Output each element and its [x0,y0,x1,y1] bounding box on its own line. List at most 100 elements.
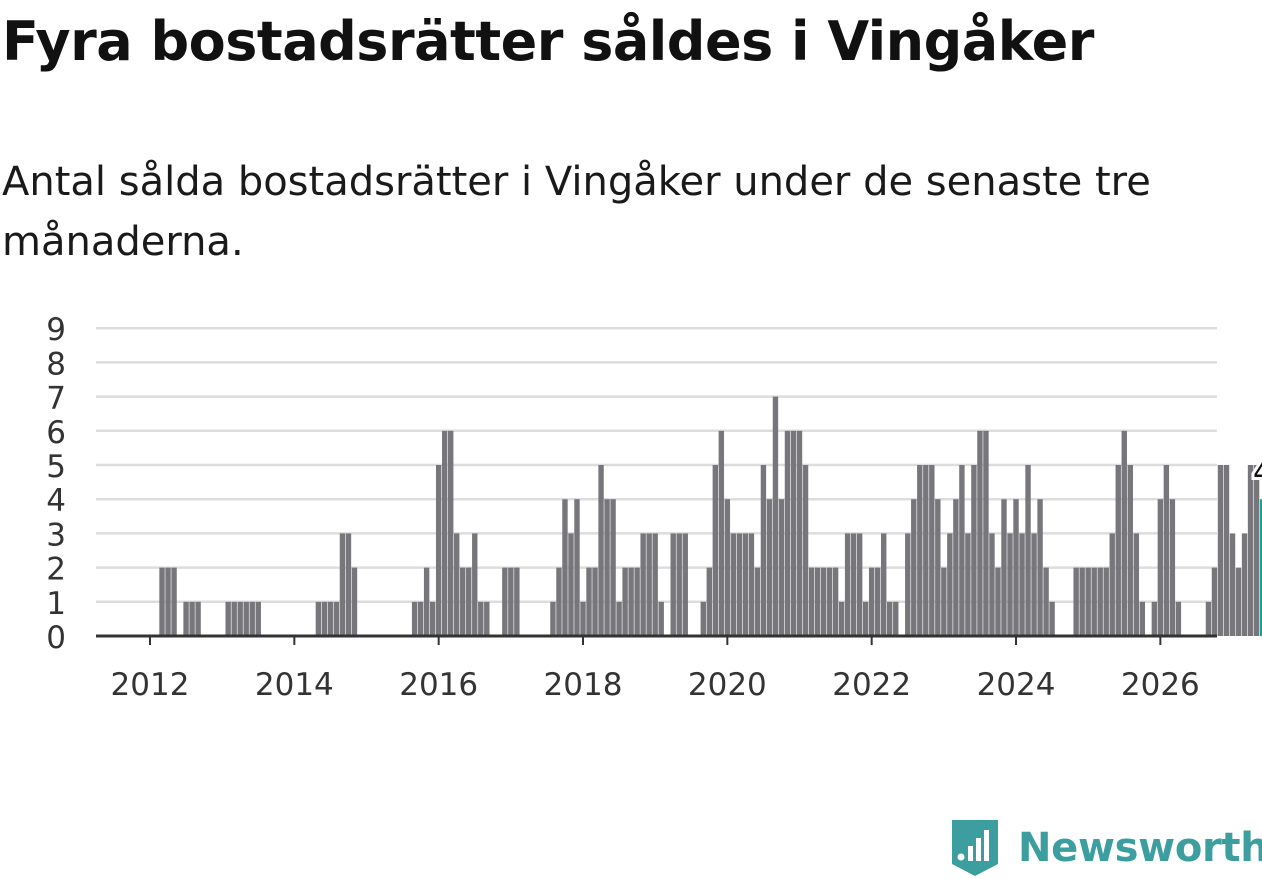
y-tick-label: 1 [46,586,66,622]
bar [1109,533,1115,636]
bar [1121,430,1127,636]
chart-title: Fyra bostadsrätter såldes i Vingåker [2,10,1094,73]
bar [586,567,592,636]
bar [1241,533,1248,636]
bar [977,430,983,636]
y-tick-label: 6 [46,415,66,451]
bar [923,465,929,636]
bar [345,533,352,636]
x-tick-label: 2016 [399,667,478,703]
bar [562,499,568,636]
bar [574,499,580,636]
gridlines [96,326,1217,604]
x-axis-ticks: 2012 2014 2016 2018 2020 2022 2024 2026 [111,636,1200,703]
bar [550,601,556,636]
bar [1097,567,1103,636]
y-tick-label: 4 [46,483,66,519]
bar [754,567,761,636]
bar [796,430,803,636]
bar [1001,499,1007,636]
bar [959,465,965,636]
bar [423,567,430,636]
bar [640,533,646,636]
bar [604,499,610,636]
bar [766,499,773,636]
bar [1037,499,1043,636]
bar [508,567,514,636]
bar [748,533,755,636]
bar [189,601,195,636]
bar [165,567,171,636]
bar [676,533,682,636]
bar [249,601,255,636]
bar [971,465,977,636]
bar [874,567,881,636]
bar [195,601,201,636]
bar [1175,601,1182,636]
bar [1079,567,1085,636]
bar [1253,465,1260,636]
bar [1151,601,1158,636]
bar [1103,567,1109,636]
y-tick-label: 0 [46,620,66,656]
bar [435,465,442,636]
bar [315,601,322,636]
bar [448,430,454,636]
x-tick-label: 2024 [977,667,1056,703]
bar [1025,465,1031,636]
bar [995,567,1001,636]
bar [441,430,448,636]
bars [159,396,1262,636]
bar [1169,499,1176,636]
y-tick-label: 9 [46,312,66,348]
x-tick-label: 2026 [1121,667,1200,703]
bar [844,533,851,636]
bar [1139,601,1146,636]
bar [826,567,833,636]
bar [502,567,508,636]
bar [730,533,737,636]
newsworthy-logo-icon [952,820,998,876]
bar [429,601,436,636]
bar [887,601,893,636]
bar [658,601,664,636]
bar [183,601,189,636]
bar [460,567,466,636]
bar [1007,533,1013,636]
bar [947,533,953,636]
bar [1127,465,1133,636]
bar [911,499,917,636]
bar [231,601,237,636]
x-tick-label: 2020 [688,667,767,703]
bar [646,533,652,636]
bar [598,465,604,636]
y-tick-label: 5 [46,449,66,485]
bar [814,567,821,636]
bar [941,567,947,636]
bar [832,567,839,636]
bar [983,430,989,636]
bar [838,601,845,636]
bar [790,430,797,636]
x-tick-label: 2018 [544,667,623,703]
bar [610,499,616,636]
bar [634,567,640,636]
bar [556,567,562,636]
bar [905,533,911,636]
bar [411,601,418,636]
bar [327,601,334,636]
bar [724,499,731,636]
brand-name: Newsworthy [1018,825,1262,871]
bar [1043,567,1049,636]
bar [736,533,743,636]
bar [1115,465,1121,636]
bar [1223,465,1230,636]
bar [484,601,490,636]
bar [881,533,887,636]
y-tick-label: 3 [46,517,66,553]
bar [706,567,712,636]
bar [718,430,725,636]
bar [802,465,809,636]
bar [622,567,628,636]
bar [808,567,815,636]
